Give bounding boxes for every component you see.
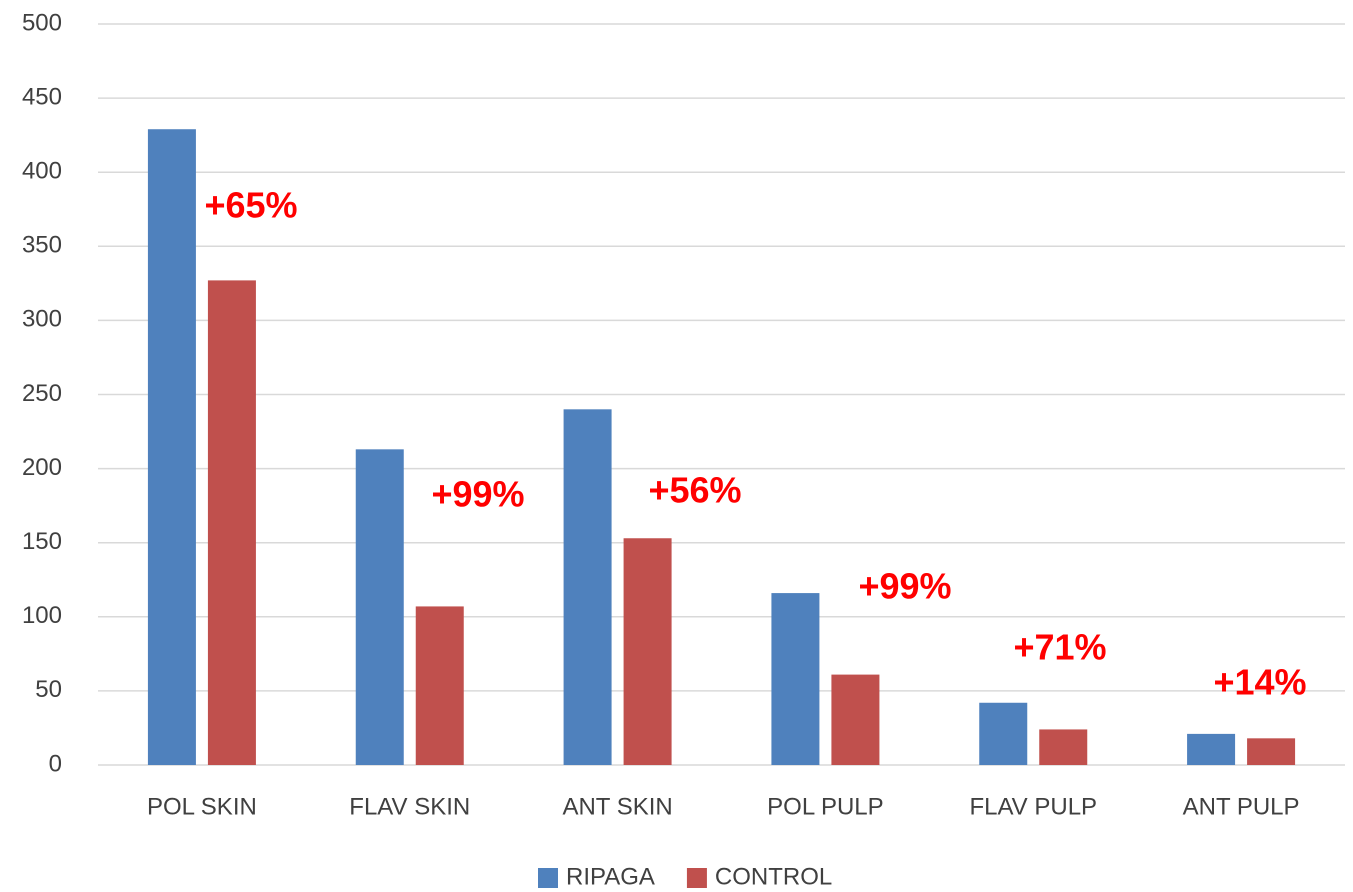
bar [563,409,612,765]
legend-swatch [686,868,707,888]
bar [831,674,880,765]
bar [1039,729,1088,765]
annotation: +99% [858,566,951,607]
x-tick-label: POL PULP [767,793,884,820]
bar [1247,738,1296,765]
y-tick-label: 500 [22,9,62,36]
y-tick-label: 450 [22,83,62,110]
bar [771,593,820,765]
y-tick-label: 350 [22,232,62,259]
y-tick-label: 200 [22,454,62,481]
annotation: +65% [204,185,297,226]
annotation: +99% [431,474,524,515]
y-tick-label: 50 [35,676,62,703]
legend-label: CONTROL [715,863,832,890]
bar [207,280,256,765]
x-tick-label: FLAV SKIN [349,793,470,820]
y-tick-label: 0 [49,750,62,777]
bar [623,538,672,765]
legend-swatch [538,868,558,888]
annotation: +56% [648,470,741,511]
y-tick-label: 150 [22,528,62,555]
legend-label: RIPAGA [566,863,655,890]
bar [1187,733,1236,765]
annotation: +71% [1013,627,1106,668]
annotation: +14% [1213,662,1306,703]
y-tick-label: 100 [22,602,62,629]
y-tick-label: 400 [22,158,62,185]
bar [147,129,196,766]
x-tick-label: ANT PULP [1183,793,1300,820]
x-tick-label: ANT SKIN [562,793,672,820]
y-tick-label: 250 [22,380,62,407]
y-tick-label: 300 [22,306,62,333]
bar [355,449,404,765]
bar [979,702,1028,765]
x-tick-label: FLAV PULP [969,793,1097,820]
bar [415,606,464,765]
x-tick-label: POL SKIN [147,793,257,820]
